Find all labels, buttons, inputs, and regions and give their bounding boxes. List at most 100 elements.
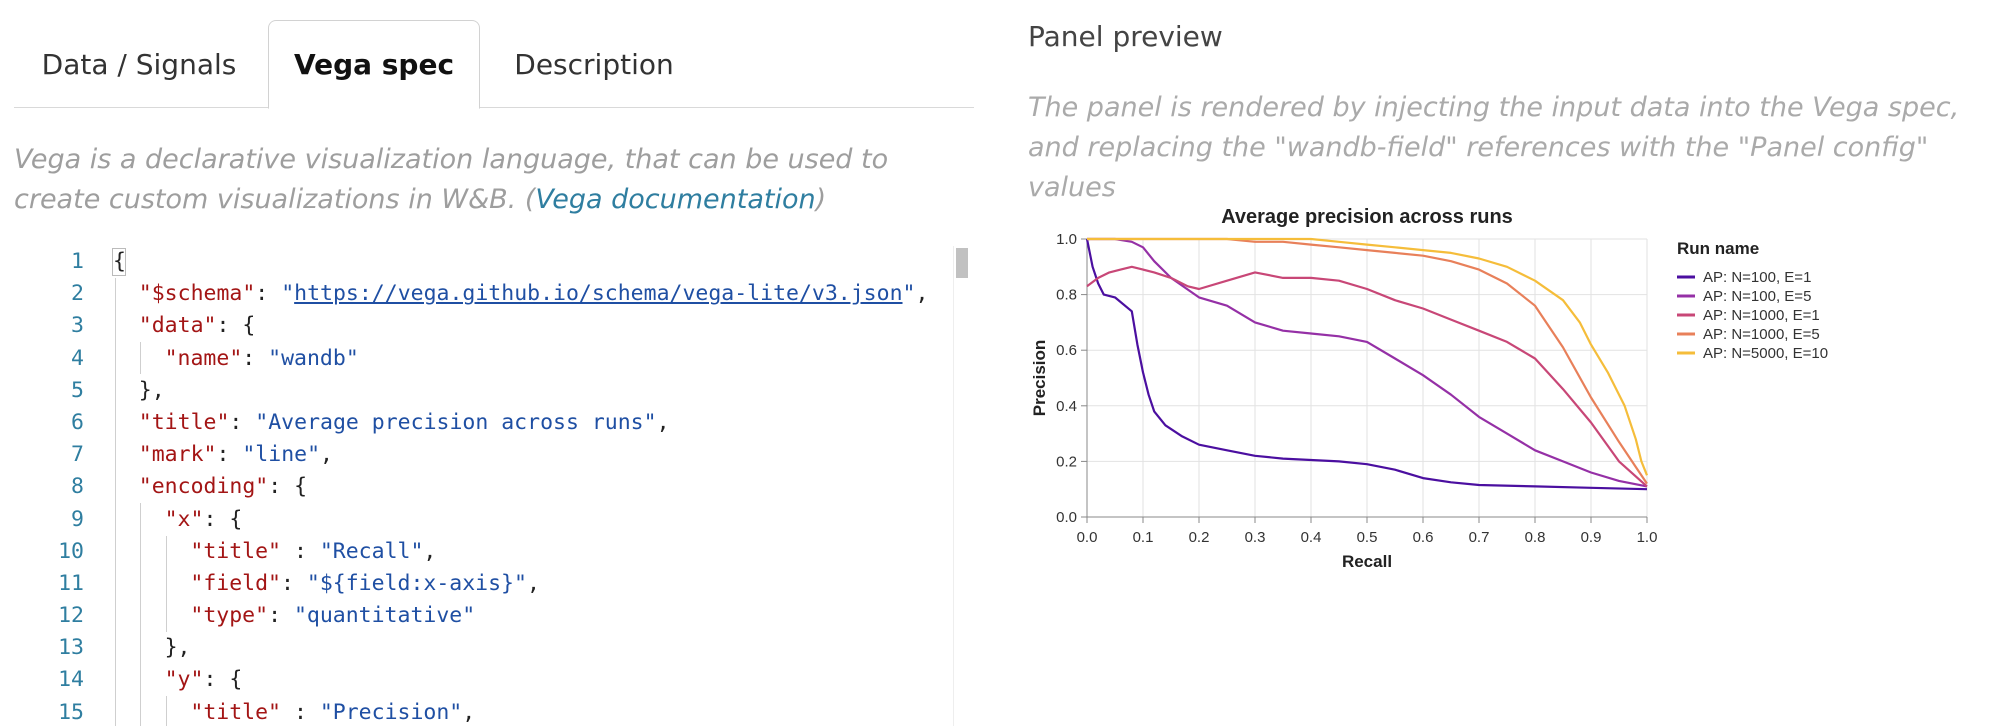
json-punctuation: : (281, 538, 320, 564)
json-punctuation: : (268, 603, 294, 629)
legend-label: AP: N=1000, E=1 (1703, 307, 1820, 324)
json-key: "title" (138, 409, 230, 435)
json-key: "data" (138, 313, 217, 339)
json-punctuation: : { (268, 474, 308, 500)
line-number: 4 (71, 345, 84, 371)
line-number: 3 (71, 313, 84, 339)
line-number: 6 (71, 409, 84, 435)
code-line: "y": { (113, 664, 953, 696)
json-string: " (902, 281, 916, 307)
json-string: "Average precision across runs" (255, 409, 657, 435)
code-content[interactable]: {"$schema": "https://vega.github.io/sche… (113, 246, 953, 726)
line-number: 10 (58, 538, 84, 564)
json-punctuation: : (216, 442, 243, 468)
plot-area: 0.0 0.1 0.2 0.3 0.4 0.5 0.6 0.7 0.8 0.9 1.0 0.0 0.2 0… (1030, 231, 1657, 571)
panel-preview-title: Panel preview (1028, 20, 1223, 53)
x-tick-label: 0.9 (1581, 529, 1602, 546)
json-punctuation: , (423, 538, 437, 564)
legend-label: AP: N=1000, E=5 (1703, 326, 1820, 343)
line-number: 15 (58, 699, 84, 725)
line-number: 5 (71, 377, 84, 403)
editor-scrollbar-track[interactable] (953, 246, 969, 726)
x-tick-label: 0.4 (1301, 529, 1322, 546)
series-line (1086, 265, 1648, 488)
json-string: " (281, 281, 295, 307)
legend-label: AP: N=100, E=1 (1703, 269, 1811, 286)
code-line: "encoding": { (113, 471, 953, 503)
json-string: "Recall" (319, 538, 424, 564)
x-tick-label: 0.0 (1077, 529, 1098, 546)
spec-editor-panel: Data / Signals Vega spec Description Veg… (0, 0, 975, 726)
code-line: "$schema": "https://vega.github.io/schem… (113, 278, 953, 310)
series-line (1085, 238, 1648, 491)
json-url[interactable]: https://vega.github.io/schema/vega-lite/… (294, 281, 903, 307)
json-key: "type" (190, 603, 269, 629)
code-line: "field": "${field:x-axis}", (113, 568, 953, 600)
json-string: "line" (242, 442, 321, 468)
code-line: }, (113, 632, 953, 664)
chart-root: Average precision across runs 0.0 0.1 0.2 0.… (1030, 206, 1828, 571)
x-axis-title: Recall (1342, 552, 1392, 571)
json-key: "field" (190, 570, 281, 596)
editor-scrollbar-thumb[interactable] (956, 248, 968, 278)
x-tick-label: 0.6 (1413, 529, 1434, 546)
json-punctuation: }, (138, 377, 165, 403)
line-number: 11 (58, 570, 84, 596)
x-tick-label: 0.8 (1525, 529, 1546, 546)
bracket-match-highlight (112, 248, 126, 276)
tab-data-signals[interactable]: Data / Signals (41, 48, 237, 81)
y-axis-title: Precision (1030, 340, 1049, 417)
code-line: { (113, 246, 953, 278)
indent-guide (115, 278, 116, 726)
y-tick-label: 0.4 (1056, 398, 1077, 415)
json-key: "encoding" (138, 474, 269, 500)
json-string: "quantitative" (293, 603, 476, 629)
json-punctuation: : (281, 570, 307, 596)
code-line: "data": { (113, 310, 953, 342)
code-line: "title" : "Recall", (113, 536, 953, 568)
line-number: 1 (71, 249, 84, 274)
vega-intro-text: Vega is a declarative visualization lang… (14, 140, 974, 220)
json-string: "Precision" (319, 699, 463, 725)
json-string: "wandb" (268, 345, 359, 371)
indent-guide (166, 696, 167, 726)
json-punctuation: , (320, 442, 333, 468)
code-editor[interactable]: 1 2 3 4 5 6 7 8 9 10 11 12 13 14 15 {"$schema": "https… (14, 246, 969, 726)
json-punctuation: : { (203, 506, 243, 532)
tab-description[interactable]: Description (514, 48, 674, 81)
json-punctuation: : (242, 345, 269, 371)
y-tick-label: 0.2 (1056, 453, 1077, 470)
intro-suffix: ) (815, 184, 827, 215)
series-line (1087, 237, 1649, 476)
average-precision-chart: Average precision across runs 0.0 0.1 0.2 0.… (1030, 206, 1828, 571)
x-tick-label: 0.1 (1133, 529, 1154, 546)
x-tick-label: 0.5 (1357, 529, 1378, 546)
x-tick-label: 0.3 (1245, 529, 1266, 546)
indent-guide (140, 342, 141, 374)
y-tick-label: 0.6 (1056, 342, 1077, 359)
json-key: "x" (164, 506, 204, 532)
json-key: "title" (190, 699, 281, 725)
vega-documentation-link[interactable]: Vega documentation (535, 184, 816, 215)
code-line: "type": "quantitative" (113, 600, 953, 632)
json-key: "title" (190, 538, 281, 564)
y-tick-label: 1.0 (1056, 231, 1077, 248)
json-punctuation: : { (216, 313, 256, 339)
json-punctuation: : (281, 699, 320, 725)
y-tick-label: 0.8 (1056, 287, 1077, 304)
chart-legend: Run name AP: N=100, E=1 AP: N=100, E=5 AP: … (1677, 239, 1828, 362)
json-punctuation: : { (203, 667, 243, 693)
json-punctuation: }, (164, 635, 191, 661)
line-number: 9 (71, 506, 84, 532)
tab-vega-spec[interactable]: Vega spec (268, 20, 480, 109)
code-line: "title" : "Precision", (113, 697, 953, 726)
panel-preview-description: The panel is rendered by injecting the i… (1028, 92, 1960, 203)
line-number: 12 (58, 603, 84, 629)
indent-guide (140, 503, 141, 726)
code-line: "title": "Average precision across runs"… (113, 407, 953, 439)
x-tick-label: 0.2 (1189, 529, 1210, 546)
json-key: "mark" (138, 442, 217, 468)
chart-title: Average precision across runs (1221, 206, 1513, 228)
legend-label: AP: N=5000, E=10 (1703, 345, 1828, 362)
json-punctuation: : (255, 281, 282, 307)
